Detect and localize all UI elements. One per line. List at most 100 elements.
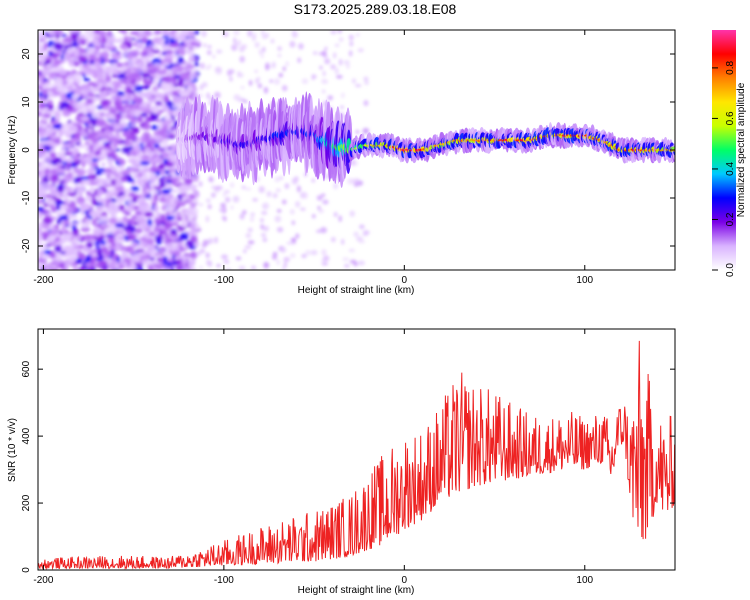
- spectrogram-cell: [66, 85, 74, 93]
- spectrogram-cell: [56, 152, 65, 157]
- spectrogram-cell: [62, 143, 73, 148]
- spectrogram-cell: [160, 141, 168, 146]
- spectrogram-cell: [123, 104, 133, 108]
- spectrogram-cell: [250, 212, 256, 217]
- spectrogram-cell: [227, 69, 235, 74]
- spectrogram-cell: [161, 151, 170, 159]
- spectrogram-cell: [113, 39, 123, 43]
- spectrogram-cell: [224, 196, 231, 203]
- spectrogram-cell: [56, 218, 62, 225]
- spectrogram-cell: [144, 147, 152, 155]
- spectrogram-cell: [64, 98, 73, 103]
- spectrogram-cell: [182, 266, 193, 270]
- spectrogram-cell: [160, 168, 165, 177]
- spectrogram-cell: [56, 166, 62, 175]
- spectrogram-cell: [238, 97, 242, 103]
- spectrogram-cell: [121, 238, 126, 243]
- spectrogram-cell: [83, 30, 93, 35]
- spectrogram-cell: [141, 37, 148, 44]
- spectrogram-cell: [111, 137, 120, 141]
- spectrogram-cell: [60, 146, 67, 153]
- spectrogram-cell: [262, 46, 266, 53]
- spectrogram-cell: [98, 244, 104, 249]
- spectrogram-cell: [328, 95, 334, 100]
- spectrogram-cell: [144, 109, 150, 115]
- spectrogram-cell: [348, 248, 356, 253]
- spectrogram-cell: [324, 46, 328, 51]
- spectrogram-cell: [81, 261, 88, 269]
- spectrogram-cell: [341, 238, 345, 245]
- spectrogram-cell: [282, 66, 286, 72]
- spectrogram-cell: [362, 230, 369, 237]
- spectrogram-cell: [53, 43, 64, 51]
- spectrogram-cell: [293, 177, 298, 182]
- spectrogram-cell: [245, 234, 252, 238]
- spectrogram-cell: [95, 51, 101, 56]
- spectrogram-cell: [237, 70, 241, 78]
- spectrogram-cell: [191, 188, 197, 193]
- spectrogram-cell: [175, 33, 180, 40]
- spectrogram-cell: [254, 78, 259, 84]
- spectrogram-cell: [194, 191, 200, 198]
- spectrogram-cell: [70, 136, 78, 143]
- spectrogram-cell: [62, 182, 68, 187]
- spectrogram-cell: [140, 85, 151, 89]
- spectrogram-cell: [117, 30, 126, 33]
- spectrogram-cell: [98, 91, 109, 99]
- spectrogram-cell: [249, 216, 255, 222]
- spectrogram-cell: [103, 129, 112, 136]
- spectrogram-cell: [158, 197, 168, 203]
- spectrogram-cell: [140, 112, 148, 117]
- spectrogram-cell: [330, 236, 336, 243]
- spectrogram-cell: [139, 160, 150, 166]
- spectrogram-cell: [95, 57, 104, 62]
- spectrogram-cell: [186, 68, 192, 72]
- spectrogram-cell: [59, 31, 65, 36]
- spectrogram-cell: [188, 55, 195, 63]
- spectrogram-cell: [153, 193, 158, 202]
- spectrogram-cell: [321, 262, 329, 266]
- spectrogram-cell: [130, 94, 135, 100]
- spectrogram-cell: [118, 265, 125, 270]
- spectrogram-cell: [310, 249, 318, 256]
- spectrogram-cell: [158, 178, 165, 183]
- spectrogram-cell: [323, 80, 329, 84]
- spectrogram-cell: [49, 143, 59, 148]
- spectrogram-cell: [354, 83, 362, 88]
- spectrogram-cell: [224, 189, 230, 194]
- spectrogram-cell: [136, 214, 144, 219]
- spectrogram-cell: [187, 207, 193, 212]
- spectrogram-cell: [122, 130, 131, 134]
- spectrogram-cell: [201, 30, 207, 38]
- spectrogram-cell: [42, 246, 50, 250]
- spectrogram-cell: [183, 92, 188, 96]
- spectrogram-cell: [46, 110, 53, 115]
- spectrogram-cell: [121, 146, 132, 154]
- spectrogram-cell: [357, 48, 364, 53]
- spectrogram-cell: [56, 231, 61, 237]
- spectrogram-cell: [321, 249, 327, 256]
- spectrogram-cell: [145, 238, 153, 244]
- spectrogram-cell: [108, 173, 116, 180]
- spectrogram-cell: [41, 117, 50, 121]
- spectrogram-cell: [161, 44, 171, 52]
- spectrogram-cell: [303, 192, 308, 199]
- spectrogram-cell: [136, 217, 146, 225]
- spectrogram-cell: [100, 138, 109, 143]
- spectrogram-cell: [103, 122, 111, 131]
- spectrogram-cell: [41, 67, 49, 74]
- spectrogram-cell: [139, 168, 146, 174]
- spectrogram-cell: [242, 99, 248, 103]
- spectrogram-cell: [86, 168, 95, 175]
- spectrogram-cell: [353, 261, 359, 267]
- spectrogram-cell: [41, 222, 46, 226]
- spectrogram-cell: [289, 209, 295, 215]
- spectrogram-cell: [94, 151, 101, 156]
- spectrogram-cell: [355, 129, 360, 134]
- spectrogram-cell: [137, 223, 145, 229]
- spectrogram-cell: [143, 56, 151, 61]
- spectrogram-cell: [274, 176, 281, 183]
- spectrogram-cell: [96, 188, 104, 196]
- spectrogram-cell: [78, 55, 88, 63]
